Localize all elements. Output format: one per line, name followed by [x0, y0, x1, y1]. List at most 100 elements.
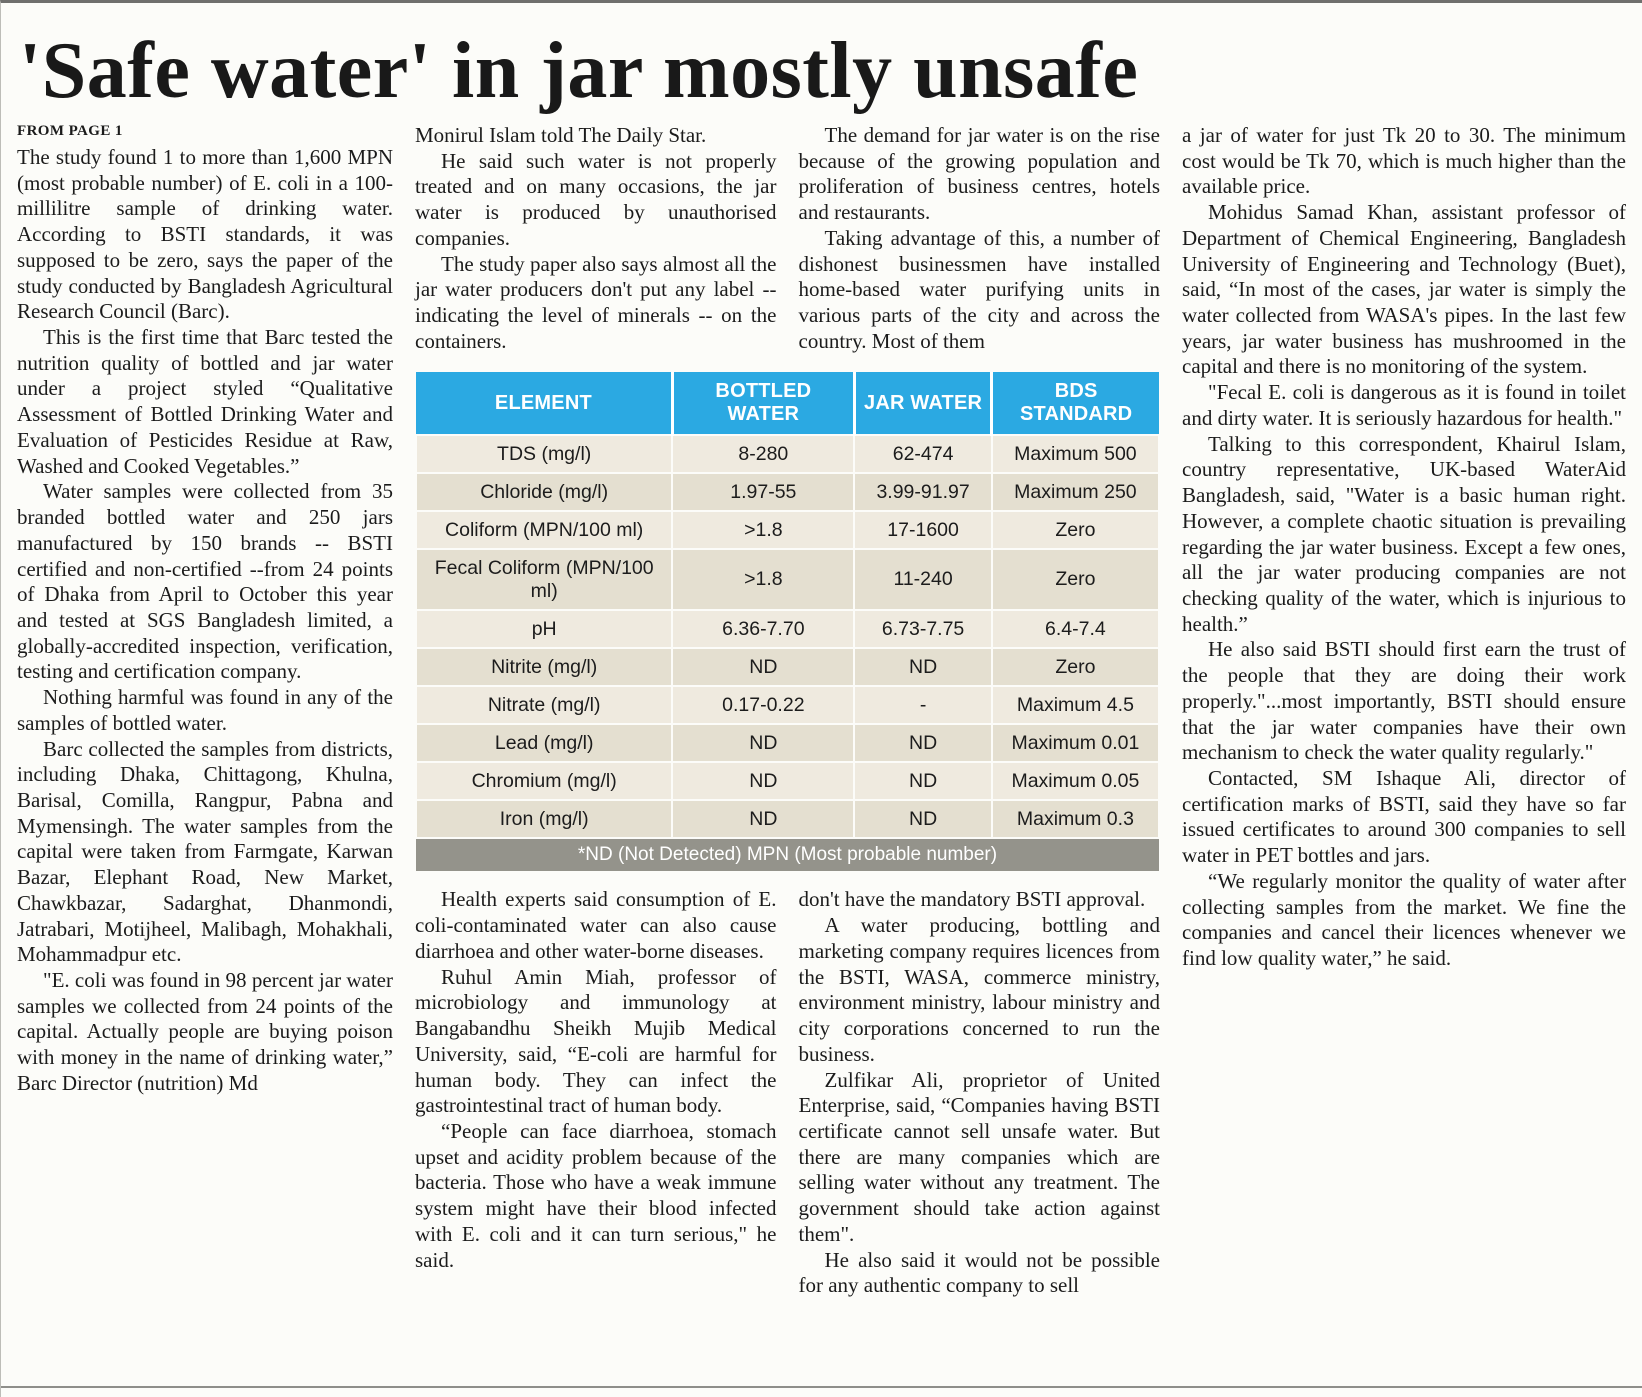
element-cell: Lead (mg/l)	[414, 723, 674, 764]
table-foot: *ND (Not Detected) MPN (Most probable nu…	[416, 838, 1159, 872]
article-paragraph: He also said it would not be possible fo…	[798, 1247, 1161, 1298]
column-1-paragraphs: The study found 1 to more than 1,600 MPN…	[17, 145, 393, 1097]
article-paragraph: don't have the mandatory BSTI approval.	[798, 887, 1146, 912]
value-cell: ND	[853, 761, 993, 802]
value-cell: 3.99-91.97	[853, 472, 993, 513]
article-body: FROM PAGE 1 The study found 1 to more th…	[17, 123, 1626, 1299]
table-row: Fecal Coliform (MPN/100 ml) >1.8 11-240 Zer…	[414, 548, 1161, 612]
table-row: Nitrite (mg/l) ND ND Zero	[414, 647, 1161, 688]
article-paragraph: He also said BSTI should first earn the …	[1182, 637, 1626, 765]
element-cell: Fecal Coliform (MPN/100 ml)	[414, 548, 674, 612]
column-2-top: Monirul Islam told The Daily Star. He sai…	[415, 123, 777, 354]
table-header-cell: JAR WATER	[852, 372, 992, 436]
article-paragraph: a jar of water for just Tk 20 to 30. The…	[1182, 123, 1626, 199]
column-3-top: The demand for jar water is on the rise …	[799, 123, 1161, 354]
value-cell: Zero	[990, 548, 1161, 612]
value-cell: 62-474	[853, 434, 993, 475]
table-row: pH 6.36-7.70 6.73-7.75 6.4-7.4	[414, 609, 1161, 650]
article-paragraph: Barc collected the samples from district…	[17, 736, 393, 967]
value-cell: 17-1600	[853, 510, 993, 551]
element-cell: Nitrite (mg/l)	[414, 647, 674, 688]
element-cell: Chloride (mg/l)	[414, 472, 674, 513]
article-paragraph: He said such water is not properly treat…	[415, 148, 777, 250]
table-row: Chromium (mg/l) ND ND Maximum 0.05	[414, 761, 1161, 802]
article-paragraph: The study paper also says almost all the…	[415, 251, 777, 353]
value-cell: 11-240	[853, 548, 993, 612]
column-2-bottom: Health experts said consumption of E. co…	[415, 887, 777, 1299]
water-quality-table-wrap: ELEMENT BOTTLED WATER JAR WATER BDS STANDAR…	[414, 372, 1161, 872]
article-paragraph: Zulfikar Ali, proprietor of United Enter…	[798, 1067, 1161, 1246]
value-cell: ND	[671, 723, 856, 764]
table-row: Nitrate (mg/l) 0.17-0.22- Maximum 4.5	[414, 685, 1161, 726]
article-paragraph: Water samples were collected from 35 bra…	[17, 479, 393, 684]
water-quality-table: ELEMENT BOTTLED WATER JAR WATER BDS STANDAR…	[414, 372, 1161, 872]
value-cell: Zero	[990, 647, 1161, 688]
value-cell: >1.8	[671, 510, 856, 551]
article-paragraph: Talking to this correspondent, Khairul I…	[1182, 431, 1626, 636]
article-paragraph: The demand for jar water is on the rise …	[798, 123, 1161, 225]
table-row: Coliform (MPN/100 ml) >1.8 17-1600 Zero	[414, 510, 1161, 551]
value-cell: 6.73-7.75	[853, 609, 993, 650]
value-cell: ND	[853, 647, 993, 688]
table-header-cell: ELEMENT	[416, 372, 673, 436]
kicker: FROM PAGE 1	[17, 123, 123, 139]
article-paragraph: Mohidus Samad Khan, assistant professor …	[1182, 200, 1626, 379]
value-cell: 0.17-0.22	[671, 685, 856, 726]
value-cell: Maximum 500	[990, 434, 1161, 475]
bottom-rule	[1, 1386, 1642, 1388]
column-4-paragraphs: a jar of water for just Tk 20 to 30. The…	[1182, 123, 1626, 972]
table-header-row: ELEMENT BOTTLED WATER JAR WATER BDS STANDAR…	[416, 372, 1159, 436]
value-cell: -	[853, 685, 993, 726]
table-footnote: *ND (Not Detected) MPN (Most probable nu…	[416, 838, 1159, 872]
value-cell: ND	[671, 761, 856, 802]
table-row: Chloride (mg/l) 1.97-55 3.99-91.97 Maximum …	[414, 472, 1161, 513]
value-cell: 8-280	[671, 434, 856, 475]
column-4: a jar of water for just Tk 20 to 30. The…	[1182, 123, 1626, 1299]
article-paragraph: This is the first time that Barc tested …	[17, 325, 393, 478]
element-cell: TDS (mg/l)	[414, 434, 674, 475]
article-paragraph: “People can face diarrhoea, stomach upse…	[415, 1118, 777, 1272]
headline: 'Safe water' in jar mostly unsafe	[19, 27, 1139, 115]
article-paragraph: A water producing, bottling and marketin…	[798, 913, 1161, 1066]
article-paragraph: Nothing harmful was found in any of the …	[17, 685, 393, 735]
table-row: Iron (mg/l) ND ND Maximum 0.3	[414, 799, 1161, 840]
article-paragraph: “We regularly monitor the quality of wat…	[1182, 868, 1626, 970]
value-cell: Maximum 0.3	[990, 799, 1161, 840]
table-header-cell: BDS STANDARD	[990, 372, 1159, 436]
article-paragraph: The study found 1 to more than 1,600 MPN…	[17, 145, 393, 324]
value-cell: 6.4-7.4	[990, 609, 1161, 650]
value-cell: ND	[853, 799, 993, 840]
value-cell: Zero	[990, 510, 1161, 551]
value-cell: ND	[853, 723, 993, 764]
article-paragraph: Contacted, SM Ishaque Ali, director of c…	[1182, 765, 1626, 868]
value-cell: Maximum 250	[990, 472, 1161, 513]
table-body: TDS (mg/l) 8-280 62-474 Maximum 500 Chloride…	[414, 434, 1161, 840]
article-paragraph: Ruhul Amin Miah, professor of microbiolo…	[415, 964, 777, 1118]
column-3-bottom: don't have the mandatory BSTI approval. A…	[799, 887, 1161, 1299]
element-cell: Iron (mg/l)	[414, 799, 674, 840]
article-paragraph: "E. coli was found in 98 percent jar wat…	[17, 968, 393, 1095]
middle-top: Monirul Islam told The Daily Star. He sai…	[415, 123, 1160, 354]
value-cell: 6.36-7.70	[671, 609, 856, 650]
article-paragraph: "Fecal E. coli is dangerous as it is fou…	[1182, 380, 1626, 430]
article-paragraph: Taking advantage of this, a number of di…	[798, 225, 1161, 353]
element-cell: Chromium (mg/l)	[414, 761, 674, 802]
article-paragraph: Monirul Islam told The Daily Star.	[415, 123, 707, 147]
element-cell: pH	[414, 609, 674, 650]
article-paragraph: Health experts said consumption of E. co…	[415, 887, 777, 963]
value-cell: Maximum 0.01	[990, 723, 1161, 764]
value-cell: 1.97-55	[671, 472, 856, 513]
table-row: Lead (mg/l) ND ND Maximum 0.01	[414, 723, 1161, 764]
element-cell: Nitrate (mg/l)	[414, 685, 674, 726]
column-middle: Monirul Islam told The Daily Star. He sai…	[414, 123, 1161, 1299]
element-cell: Coliform (MPN/100 ml)	[414, 510, 674, 551]
value-cell: >1.8	[671, 548, 856, 612]
table-head: ELEMENT BOTTLED WATER JAR WATER BDS STANDAR…	[416, 372, 1159, 436]
table-footnote-row: *ND (Not Detected) MPN (Most probable nu…	[416, 838, 1159, 872]
table-row: TDS (mg/l) 8-280 62-474 Maximum 500	[414, 434, 1161, 475]
value-cell: ND	[671, 799, 856, 840]
table-header-cell: BOTTLED WATER	[670, 372, 855, 436]
value-cell: Maximum 4.5	[990, 685, 1161, 726]
value-cell: ND	[671, 647, 856, 688]
